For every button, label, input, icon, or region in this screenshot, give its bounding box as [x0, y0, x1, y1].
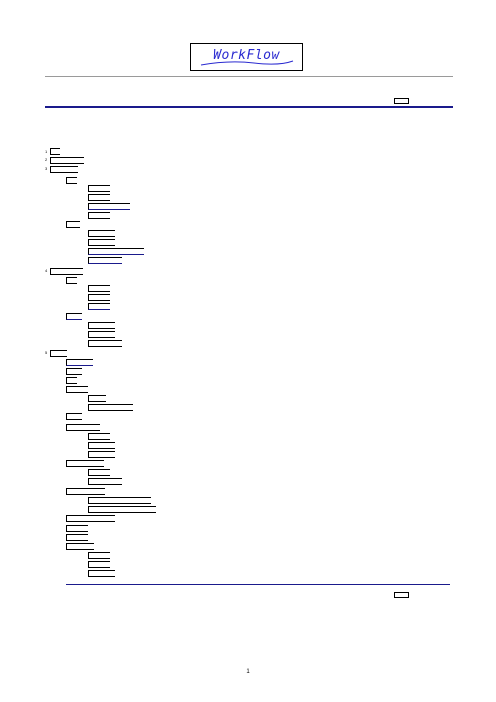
page-number: 1	[246, 669, 250, 675]
toc-entry[interactable]	[50, 268, 83, 275]
footer-divider	[66, 584, 450, 585]
toc-entry[interactable]	[50, 166, 78, 173]
section-number: 4	[45, 268, 48, 273]
workflow-logo: WorkFlow	[190, 43, 303, 71]
toc-entry[interactable]	[88, 404, 133, 411]
top-link-button[interactable]	[394, 98, 409, 104]
toc-entry[interactable]	[50, 148, 60, 155]
toc-entry[interactable]	[66, 359, 93, 366]
toc-entry[interactable]	[88, 331, 115, 338]
toc-entry[interactable]	[88, 203, 130, 210]
toc-entry[interactable]	[66, 386, 88, 393]
header-divider	[45, 76, 453, 77]
bottom-link-button[interactable]	[394, 592, 409, 598]
toc-entry[interactable]	[88, 469, 110, 476]
toc-entry[interactable]	[66, 368, 82, 375]
toc-entry[interactable]	[88, 185, 110, 192]
toc-entry[interactable]	[88, 194, 110, 201]
logo-swoosh-icon	[200, 60, 294, 66]
logo-text: WorkFlow	[213, 48, 280, 63]
toc-entry[interactable]	[88, 257, 122, 264]
section-number: 2	[45, 157, 48, 162]
toc-entry[interactable]	[66, 515, 115, 522]
toc-entry[interactable]	[66, 424, 100, 431]
toc-entry[interactable]	[88, 212, 110, 219]
toc-entry[interactable]	[88, 294, 110, 301]
toc-entry[interactable]	[88, 239, 115, 246]
toc-entry[interactable]	[50, 157, 84, 164]
toc-entry[interactable]	[50, 350, 67, 357]
toc-entry[interactable]	[88, 395, 106, 402]
toc-entry[interactable]	[88, 303, 110, 310]
toc-entry[interactable]	[88, 552, 110, 559]
toc-entry[interactable]	[88, 570, 115, 577]
toc-entry[interactable]	[66, 313, 82, 320]
toc-entry[interactable]	[88, 442, 115, 449]
toc-entry[interactable]	[88, 322, 115, 329]
section-number: 5	[45, 350, 48, 355]
toc-entry[interactable]	[88, 478, 122, 485]
toc-entry[interactable]	[66, 377, 77, 384]
toc-entry[interactable]	[66, 277, 77, 284]
toc-entry[interactable]	[88, 451, 115, 458]
toc-entry[interactable]	[66, 488, 105, 495]
toc-entry[interactable]	[88, 561, 110, 568]
toc-entry[interactable]	[88, 248, 144, 255]
toc-entry[interactable]	[66, 221, 80, 228]
toc-entry[interactable]	[88, 506, 156, 513]
toc-entry[interactable]	[66, 525, 88, 532]
toc-entry[interactable]	[88, 497, 151, 504]
title-underline	[45, 106, 453, 108]
toc-entry[interactable]	[66, 177, 77, 184]
toc-entry[interactable]	[66, 543, 94, 550]
toc-entry[interactable]	[88, 230, 115, 237]
toc-entry[interactable]	[88, 340, 122, 347]
section-number: 3	[45, 166, 48, 171]
toc-entry[interactable]	[88, 285, 110, 292]
section-number: 1	[45, 149, 48, 154]
toc-entry[interactable]	[88, 433, 110, 440]
toc-entry[interactable]	[66, 413, 82, 420]
toc-entry[interactable]	[66, 534, 88, 541]
toc-entry[interactable]	[66, 460, 104, 467]
